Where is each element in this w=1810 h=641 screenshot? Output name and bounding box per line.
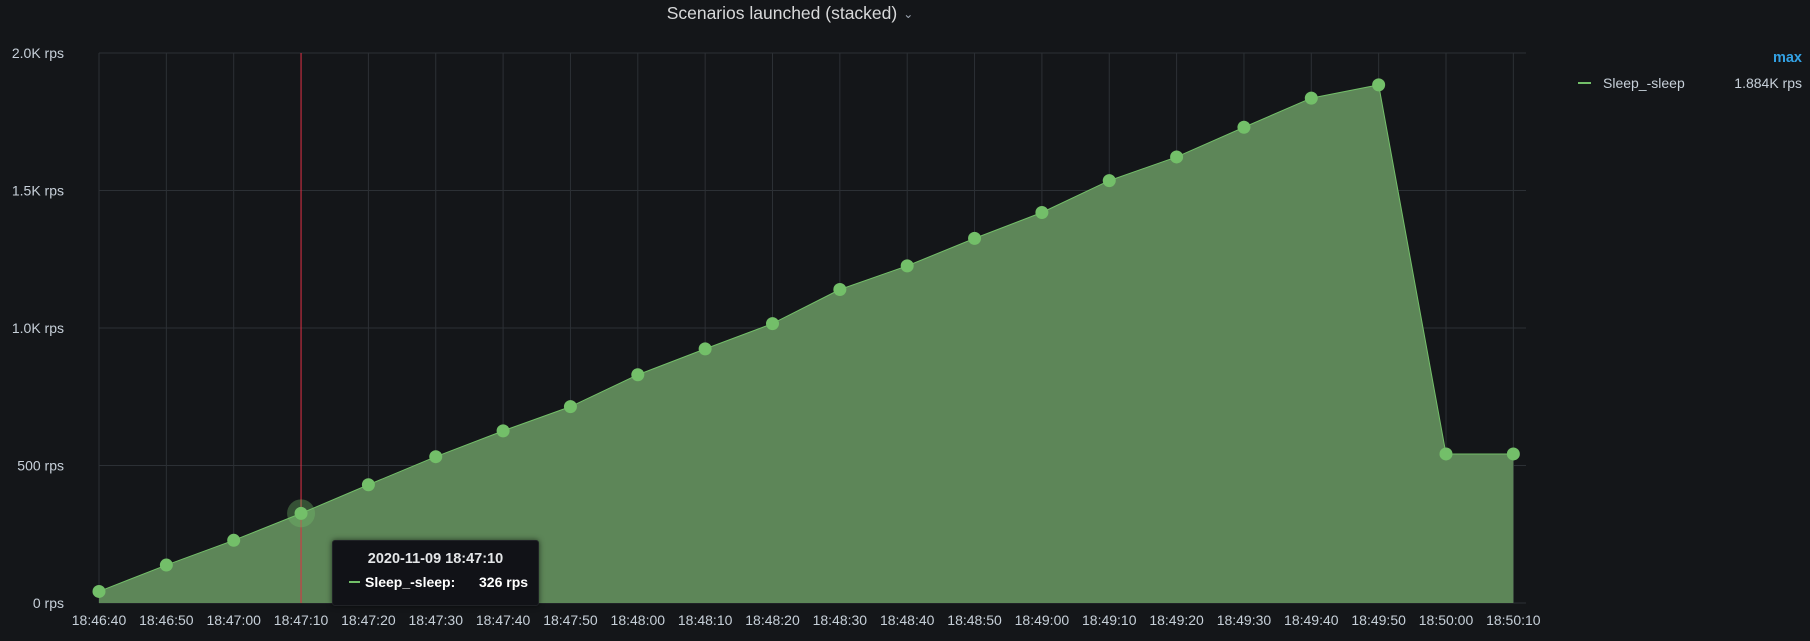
x-tick-label: 18:47:40 — [476, 612, 531, 628]
x-tick-label: 18:48:10 — [678, 612, 733, 628]
tooltip-row: Sleep_-sleep: 326 rps — [333, 574, 538, 590]
data-point — [429, 450, 443, 464]
x-tick-label: 18:48:50 — [947, 612, 1002, 628]
panel-title[interactable]: Scenarios launched (stacked) ⌄ — [0, 3, 1580, 24]
data-point — [968, 231, 982, 245]
series-area — [98, 84, 1514, 603]
x-tick-label: 18:48:20 — [745, 612, 800, 628]
tooltip-swatch-icon — [349, 581, 360, 583]
x-tick-label: 18:50:10 — [1486, 612, 1541, 628]
x-tick-label: 18:47:30 — [409, 612, 464, 628]
data-point — [496, 424, 510, 438]
x-tick-label: 18:49:50 — [1351, 612, 1406, 628]
x-tick-label: 18:49:00 — [1015, 612, 1070, 628]
series-fill — [99, 84, 1514, 603]
data-point — [1102, 174, 1116, 188]
hover-tooltip: 2020-11-09 18:47:10 Sleep_-sleep: 326 rp… — [332, 540, 539, 606]
legend-item[interactable]: Sleep_-sleep 1.884K rps — [1560, 75, 1810, 91]
legend-item-max: 1.884K rps — [1734, 75, 1802, 91]
data-point — [361, 478, 375, 492]
panel-title-text: Scenarios launched (stacked) — [666, 3, 898, 23]
x-tick-label: 18:49:20 — [1149, 612, 1204, 628]
y-tick-label: 1.0K rps — [12, 320, 64, 336]
x-tick-label: 18:49:40 — [1284, 612, 1339, 628]
legend-header-max[interactable]: max — [1772, 50, 1802, 66]
x-axis-ticks: 18:46:40 18:46:50 18:47:00 18:47:10 18:47:20… — [72, 612, 1541, 628]
legend-swatch-icon — [1578, 82, 1591, 84]
data-point — [766, 317, 779, 331]
y-tick-label: 500 rps — [17, 458, 64, 474]
data-point — [698, 342, 712, 356]
x-tick-label: 18:46:40 — [72, 612, 127, 628]
x-tick-label: 18:50:00 — [1419, 612, 1474, 628]
data-point — [631, 368, 645, 382]
data-point — [1372, 78, 1386, 92]
x-tick-label: 18:46:50 — [139, 612, 194, 628]
x-tick-label: 18:49:30 — [1217, 612, 1272, 628]
legend: max Sleep_-sleep 1.884K rps — [1560, 50, 1810, 91]
x-tick-label: 18:47:50 — [543, 612, 598, 628]
y-tick-label: 2.0K rps — [12, 45, 64, 61]
x-tick-label: 18:48:30 — [813, 612, 868, 628]
data-point — [563, 400, 577, 414]
tooltip-value: 326 rps — [479, 574, 529, 590]
series-points — [92, 78, 1520, 598]
legend-item-name[interactable]: Sleep_-sleep — [1603, 75, 1685, 91]
x-tick-label: 18:48:00 — [611, 612, 666, 628]
data-point — [159, 558, 173, 572]
series-line — [98, 84, 1514, 592]
x-tick-label: 18:47:00 — [206, 612, 261, 628]
tooltip-series: Sleep_-sleep: — [365, 574, 456, 590]
data-point — [833, 283, 847, 296]
data-point — [1506, 447, 1520, 461]
area-chart[interactable]: 0 rps 500 rps 1.0K rps 1.5K rps 2.0K rps 18:… — [0, 0, 1560, 641]
data-point — [92, 584, 106, 598]
data-point — [1237, 120, 1251, 134]
data-point — [900, 259, 914, 273]
data-point — [1304, 91, 1318, 105]
x-tick-label: 18:47:20 — [341, 612, 396, 628]
data-point — [1170, 150, 1184, 164]
chevron-down-icon[interactable]: ⌄ — [903, 7, 914, 21]
x-tick-label: 18:48:40 — [880, 612, 935, 628]
data-point — [1035, 206, 1049, 219]
data-point — [227, 533, 241, 547]
x-tick-label: 18:47:10 — [274, 612, 329, 628]
y-tick-label: 1.5K rps — [12, 183, 64, 199]
x-tick-label: 18:49:10 — [1082, 612, 1137, 628]
y-tick-label: 0 rps — [33, 595, 64, 611]
tooltip-time: 2020-11-09 18:47:10 — [367, 551, 504, 567]
y-axis-ticks: 0 rps 500 rps 1.0K rps 1.5K rps 2.0K rps — [12, 45, 64, 611]
data-point — [294, 506, 308, 520]
data-point — [1439, 447, 1453, 461]
